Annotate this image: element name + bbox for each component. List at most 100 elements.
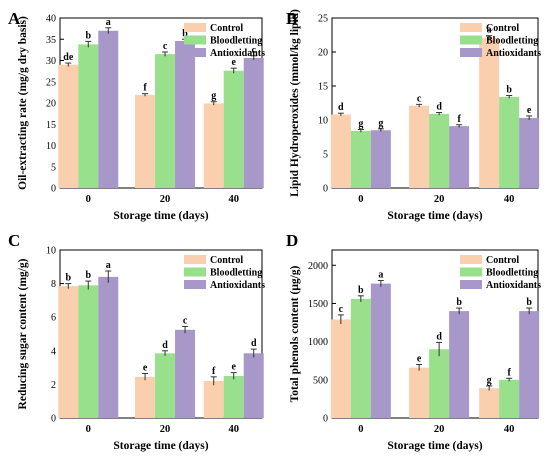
- x-tick-label: 20: [160, 424, 171, 435]
- chart-panel-b: B 0 5 10 15 20 25 0 d g g 20 c d f 40 a b e Storage time (d…: [286, 9, 541, 222]
- legend-swatch: [460, 267, 482, 277]
- x-axis-title: Storage time (days): [387, 440, 482, 452]
- bar: [203, 103, 224, 188]
- y-axis-title: Oil-extracting rate (mg/g dry basis): [17, 16, 29, 190]
- y-tick-label: 15: [46, 120, 56, 131]
- legend-label: Control: [210, 255, 243, 266]
- significance-letter: c: [339, 304, 344, 315]
- significance-letter: d: [436, 102, 442, 113]
- significance-letter: c: [251, 45, 256, 56]
- y-axis-title: Reducing sugar content (mg/g): [17, 258, 29, 409]
- significance-letter: b: [85, 270, 91, 281]
- significance-letter: f: [212, 366, 216, 377]
- bar: [449, 126, 470, 188]
- significance-letter: f: [457, 114, 461, 125]
- panel-label: B: [286, 9, 297, 28]
- bar: [243, 353, 264, 418]
- significance-letter: b: [65, 273, 71, 284]
- legend-label: Antioxidants: [486, 280, 541, 291]
- y-tick-label: 30: [46, 56, 56, 67]
- significance-letter: b: [456, 297, 462, 308]
- x-tick-label: 0: [358, 424, 363, 435]
- y-tick-label: 20: [46, 99, 56, 110]
- x-tick-label: 0: [358, 194, 363, 205]
- significance-letter: a: [487, 25, 492, 36]
- bar: [223, 376, 244, 418]
- legend-label: Control: [486, 23, 519, 34]
- chart-panel-a: A05101520253035400deba20fcb40gecStorage …: [8, 9, 265, 222]
- y-axis-title: Total phenols content (μg/g): [289, 265, 301, 402]
- x-tick-label: 20: [434, 194, 445, 205]
- significance-letter: e: [231, 362, 236, 373]
- significance-letter: e: [143, 362, 148, 373]
- y-tick-label: 10: [46, 246, 56, 257]
- x-tick-label: 40: [504, 194, 515, 205]
- significance-letter: f: [507, 367, 511, 378]
- bar: [429, 349, 450, 418]
- legend-label: Antioxidants: [486, 48, 541, 59]
- bar: [243, 57, 264, 189]
- legend-label: Bloodletting: [210, 36, 262, 47]
- bar: [479, 37, 500, 188]
- significance-letter: e: [231, 57, 236, 68]
- legend-swatch: [460, 280, 482, 289]
- legend-swatch: [184, 35, 206, 45]
- y-tick-label: 500: [313, 375, 328, 386]
- bar: [350, 298, 371, 418]
- significance-letter: b: [358, 285, 364, 296]
- x-tick-label: 40: [504, 424, 515, 435]
- y-tick-label: 5: [51, 162, 56, 173]
- significance-letter: b: [526, 297, 532, 308]
- bar: [519, 311, 540, 418]
- y-tick-label: 8: [51, 279, 56, 290]
- y-tick-label: 0: [323, 414, 328, 425]
- x-tick-label: 20: [434, 424, 445, 435]
- y-tick-label: 1500: [308, 299, 328, 310]
- bar: [78, 285, 99, 418]
- y-tick-label: 35: [46, 35, 56, 46]
- x-tick-label: 0: [86, 194, 91, 205]
- chart-panel-d: D 0 500 1000 1500 2000 0 c b a 20 e d b 40 g f b Storage t…: [286, 231, 541, 452]
- y-tick-label: 20: [318, 48, 328, 59]
- significance-letter: de: [63, 52, 74, 63]
- x-axis-title: Storage time (days): [387, 210, 482, 222]
- bar: [499, 379, 520, 418]
- y-tick-label: 25: [318, 14, 328, 25]
- panel-label: D: [286, 231, 298, 250]
- bar: [519, 117, 540, 188]
- bar: [499, 96, 520, 188]
- significance-letter: c: [163, 41, 168, 52]
- x-axis-title: Storage time (days): [113, 210, 208, 222]
- legend-label: Bloodletting: [486, 36, 538, 47]
- panel-label: C: [8, 231, 20, 250]
- bar: [409, 105, 430, 188]
- y-axis-title: Lipid Hydroperoxides (mmol/kg lipid): [289, 9, 301, 197]
- significance-letter: c: [417, 93, 422, 104]
- significance-letter: b: [506, 85, 512, 96]
- bar: [203, 381, 224, 418]
- y-tick-label: 5: [323, 150, 328, 161]
- significance-letter: g: [487, 375, 492, 386]
- y-tick-label: 6: [51, 313, 56, 324]
- y-tick-label: 10: [46, 141, 56, 152]
- bar: [350, 130, 371, 188]
- legend-swatch: [460, 23, 482, 32]
- significance-letter: b: [182, 28, 188, 39]
- legend-label: Antioxidants: [210, 48, 265, 59]
- legend-swatch: [184, 280, 206, 289]
- significance-letter: a: [378, 270, 383, 281]
- significance-letter: g: [358, 119, 363, 130]
- bar: [330, 319, 351, 418]
- significance-letter: d: [162, 340, 168, 351]
- y-tick-label: 1000: [308, 337, 328, 348]
- significance-letter: d: [436, 331, 442, 342]
- chart-panel-c: C 0 2 4 6 8 10 0 b b a 20 e d c 40 f e d Storage time (days…: [8, 231, 265, 452]
- significance-letter: a: [106, 260, 111, 271]
- legend-swatch: [460, 255, 482, 264]
- bar: [78, 44, 99, 188]
- x-tick-label: 20: [160, 194, 171, 205]
- y-tick-label: 2000: [308, 261, 328, 272]
- legend-swatch: [184, 255, 206, 264]
- y-tick-label: 0: [51, 184, 56, 195]
